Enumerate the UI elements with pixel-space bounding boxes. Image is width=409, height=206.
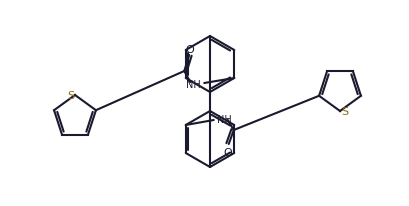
Text: S: S	[67, 91, 74, 101]
Text: O: O	[185, 45, 194, 55]
Text: NH: NH	[216, 115, 231, 124]
Text: NH: NH	[186, 80, 201, 90]
Text: S: S	[341, 107, 348, 116]
Text: O: O	[223, 147, 231, 157]
